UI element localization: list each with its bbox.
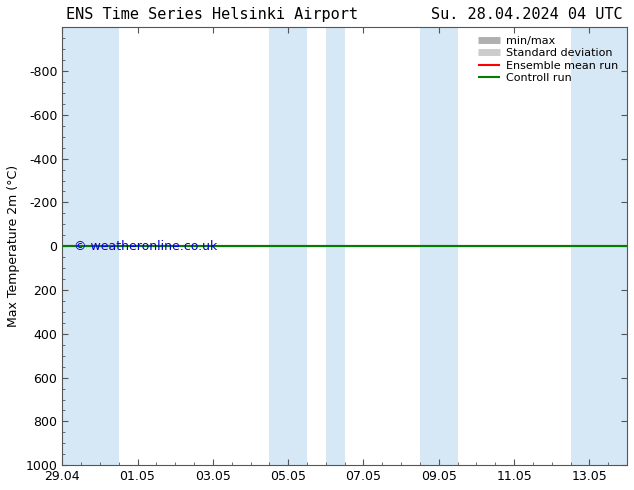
Bar	[269, 27, 307, 465]
Y-axis label: Max Temperature 2m (°C): Max Temperature 2m (°C)	[7, 165, 20, 327]
Bar	[62, 27, 119, 465]
Bar	[571, 27, 627, 465]
Title: ENS Time Series Helsinki Airport        Su. 28.04.2024 04 UTC: ENS Time Series Helsinki Airport Su. 28.…	[67, 7, 623, 22]
Legend: min/max, Standard deviation, Ensemble mean run, Controll run: min/max, Standard deviation, Ensemble me…	[475, 33, 621, 86]
Bar	[326, 27, 345, 465]
Text: © weatheronline.co.uk: © weatheronline.co.uk	[74, 240, 217, 253]
Bar	[420, 27, 458, 465]
